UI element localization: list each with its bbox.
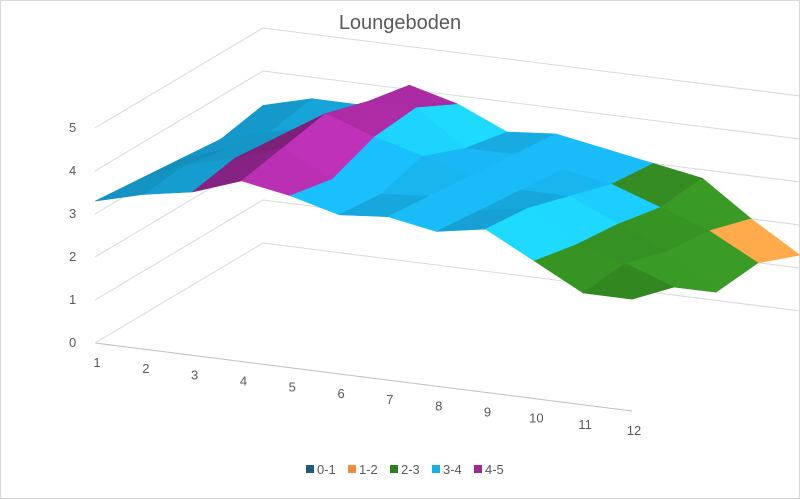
legend-label: 1-2 — [359, 462, 378, 477]
x-tick-label: 8 — [435, 398, 442, 413]
legend-swatch — [306, 465, 314, 473]
legend-swatch — [474, 465, 482, 473]
z-tick-label: 2 — [69, 249, 76, 264]
z-tick-label: 4 — [69, 163, 76, 178]
x-tick-label: 10 — [529, 411, 543, 426]
legend-swatch — [348, 465, 356, 473]
x-tick-label: 6 — [337, 386, 344, 401]
z-axis-labels: 0 1 2 3 4 5 — [69, 120, 76, 350]
x-tick-label: 2 — [142, 361, 149, 376]
x-tick-label: 1 — [93, 355, 100, 370]
gridline — [94, 27, 800, 129]
z-tick-label: 3 — [69, 206, 76, 221]
x-tick-label: 11 — [578, 417, 592, 432]
x-axis-line — [94, 342, 633, 412]
gridline — [94, 70, 800, 172]
z-tick-label: 1 — [69, 292, 76, 307]
surface-patch — [582, 263, 675, 300]
surface — [94, 84, 800, 300]
legend-label: 2-3 — [401, 462, 420, 477]
legend-swatch — [390, 465, 398, 473]
z-tick-label: 0 — [69, 335, 76, 350]
x-tick-label: 4 — [240, 374, 247, 389]
legend-swatch — [432, 465, 440, 473]
x-tick-label: 7 — [386, 392, 393, 407]
x-tick-label: 5 — [289, 380, 296, 395]
x-tick-label: 12 — [627, 423, 641, 438]
x-tick-label: 3 — [191, 367, 198, 382]
legend-label: 3-4 — [443, 462, 462, 477]
legend: 0-1 1-2 2-3 3-4 4-5 — [306, 462, 504, 477]
chart-title: Loungeboden — [338, 12, 462, 34]
x-tick-label: 9 — [484, 404, 491, 419]
legend-label: 4-5 — [485, 462, 504, 477]
z-tick-label: 5 — [69, 120, 76, 135]
legend-label: 0-1 — [317, 462, 336, 477]
x-axis-labels: 1 2 3 4 5 6 7 8 9 10 11 12 — [93, 355, 641, 438]
